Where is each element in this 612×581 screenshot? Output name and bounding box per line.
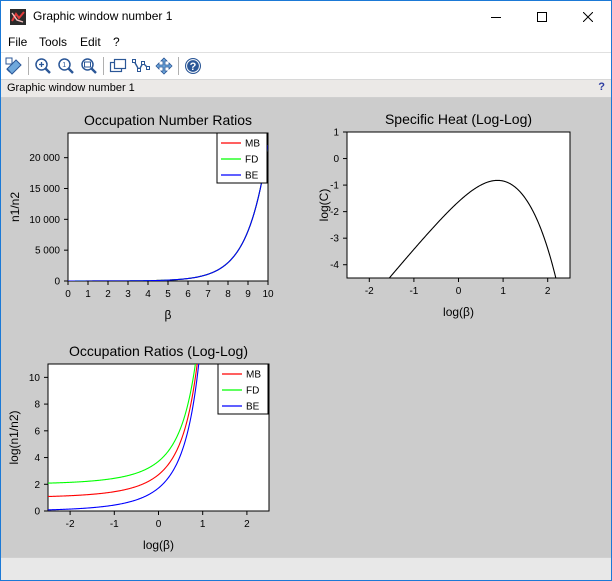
zoom-out-button[interactable]: [79, 56, 99, 76]
chart1-y-tick-label: 0: [54, 277, 60, 288]
chart2-y-tick-label: -2: [330, 207, 339, 218]
toolbar-separator: [28, 57, 29, 75]
maximize-icon: [537, 11, 547, 22]
chart1-x-tick-label: 9: [245, 289, 251, 300]
data-tips-icon: [132, 59, 150, 72]
menu-tools[interactable]: Tools: [39, 35, 68, 49]
zoom-original-button[interactable]: 1: [56, 56, 76, 76]
svg-text:?: ?: [190, 61, 197, 73]
chart2-x-tick-label: -2: [365, 286, 374, 297]
chart1-x-tick-label: 6: [185, 289, 191, 300]
title-bar[interactable]: Graphic window number 1: [1, 1, 611, 32]
chart1-x-tick-label: 4: [145, 289, 151, 300]
chart1-legend-label-mb: MB: [245, 139, 260, 150]
help-icon: ?: [185, 58, 201, 74]
minimize-icon: [491, 16, 501, 18]
zoom-out-icon: [81, 58, 97, 74]
menu-help[interactable]: ?: [113, 35, 120, 49]
chart2-x-tick-label: 2: [545, 286, 551, 297]
menu-edit[interactable]: Edit: [80, 35, 101, 49]
data-tips-button[interactable]: [131, 56, 151, 76]
chart1-x-tick-label: 8: [225, 289, 231, 300]
status-bar: [1, 557, 611, 580]
chart2-x-axis-label: log(β): [443, 305, 474, 319]
zoom-in-icon: [35, 58, 51, 74]
chart2-plot-area: [346, 131, 571, 279]
chart1-y-tick-label: 10 000: [29, 215, 60, 226]
chart3-title: Occupation Ratios (Log-Log): [69, 343, 248, 359]
chart3-y-tick-label: 4: [34, 453, 40, 464]
chart3-x-tick-label: -1: [110, 519, 119, 530]
chart1-x-axis-label: β: [165, 308, 172, 322]
chart2-x-tick-label: 1: [500, 286, 506, 297]
close-icon: [583, 11, 593, 22]
toolbar-separator: [103, 57, 104, 75]
chart1-y-axis-label: n1/n2: [8, 192, 22, 222]
menu-file[interactable]: File: [8, 35, 28, 49]
maximize-button[interactable]: [519, 1, 565, 32]
zoom-original-icon: 1: [58, 58, 74, 74]
chart3-x-tick-label: 1: [200, 519, 206, 530]
info-bar: Graphic window number 1 ?: [1, 80, 611, 98]
chart1-title: Occupation Number Ratios: [84, 112, 252, 128]
close-button[interactable]: [565, 1, 611, 32]
chart1-x-tick-label: 2: [105, 289, 111, 300]
chart2-y-tick-label: 0: [333, 154, 339, 165]
zoom-in-button[interactable]: [33, 56, 53, 76]
chart2-series-line: [388, 179, 557, 278]
chart3-x-tick-label: 0: [156, 519, 162, 530]
minimize-button[interactable]: [473, 1, 519, 32]
chart3-legend-label-mb: MB: [246, 370, 261, 381]
chart3-x-tick-label: 2: [244, 519, 250, 530]
chart3-y-tick-label: 10: [29, 373, 41, 384]
info-help-link[interactable]: ?: [598, 81, 605, 93]
chart1-y-tick-label: 15 000: [29, 184, 60, 195]
help-button[interactable]: ?: [183, 56, 203, 76]
chart1-x-tick-label: 5: [165, 289, 171, 300]
graphics-canvas[interactable]: Occupation Number Ratios 0 1 2 3 4 5 6 7 8 9 10 0 5 0…: [1, 98, 611, 557]
chart1-x-tick-label: 1: [85, 289, 91, 300]
pan-button[interactable]: [154, 56, 174, 76]
window-title: Graphic window number 1: [33, 9, 173, 23]
chart2-y-tick-label: -1: [330, 181, 339, 192]
chart3-y-tick-label: 6: [34, 426, 40, 437]
chart3-y-tick-label: 0: [34, 507, 40, 518]
chart3-y-tick-label: 8: [34, 400, 40, 411]
select-icon: [5, 57, 22, 75]
toolbar-separator: [178, 57, 179, 75]
rotate-button[interactable]: [108, 56, 128, 76]
chart1-legend-label-be: BE: [245, 171, 259, 182]
chart3-y-tick-label: 2: [34, 480, 40, 491]
chart1-x-tick-label: 7: [205, 289, 211, 300]
select-tool-button[interactable]: [4, 56, 24, 76]
menu-bar: File Tools Edit ?: [1, 32, 611, 53]
chart2-x-tick-label: 0: [456, 286, 462, 297]
chart1-series-be: [68, 145, 268, 281]
svg-text:1: 1: [62, 62, 66, 69]
chart1-legend-label-fd: FD: [245, 155, 258, 166]
toolbar: 1: [1, 53, 611, 80]
chart2-y-tick-label: -3: [330, 234, 339, 245]
chart3-y-axis-label: log(n1/n2): [7, 410, 21, 464]
chart3-x-axis-label: log(β): [143, 538, 174, 552]
chart2-y-tick-label: 1: [333, 128, 339, 139]
chart1-y-tick-label: 20 000: [29, 153, 60, 164]
chart1-x-tick-label: 0: [65, 289, 71, 300]
chart1-y-tick-label: 5 000: [35, 246, 60, 257]
chart2-title: Specific Heat (Log-Log): [385, 111, 532, 127]
info-bar-label: Graphic window number 1: [7, 82, 135, 94]
chart1-x-tick-label: 3: [125, 289, 131, 300]
chart2-y-axis-label: log(C): [317, 189, 331, 222]
chart3-legend-label-fd: FD: [246, 386, 259, 397]
chart3-x-tick-label: -2: [66, 519, 75, 530]
chart1-x-tick-label: 10: [262, 289, 274, 300]
pan-icon: [155, 57, 173, 75]
scilab-app-icon: [10, 9, 26, 25]
rotate-icon: [109, 58, 127, 73]
chart2-y-tick-label: -4: [330, 260, 339, 271]
chart2-x-tick-label: -1: [409, 286, 418, 297]
chart3-legend-label-be: BE: [246, 402, 260, 413]
